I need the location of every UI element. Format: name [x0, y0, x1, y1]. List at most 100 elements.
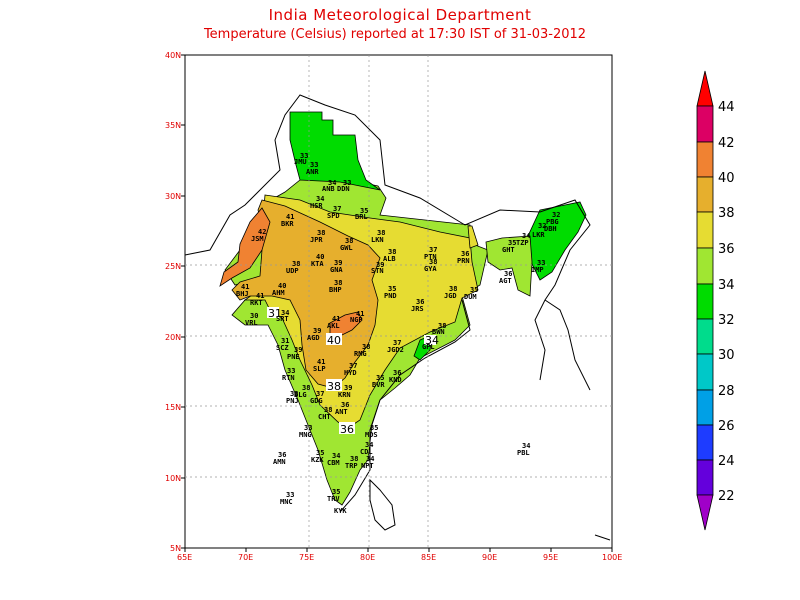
region-34-36-assam	[485, 235, 533, 297]
colorbar: 44 42 40 38 36 34 32 30 28 26 24 22	[696, 70, 735, 531]
svg-text:80E: 80E	[360, 553, 375, 562]
svg-text:95E: 95E	[543, 553, 558, 562]
svg-text:35: 35	[316, 449, 324, 457]
svg-text:34: 34	[332, 452, 340, 460]
region-32-34-north	[289, 111, 381, 191]
svg-text:BKR: BKR	[281, 220, 294, 228]
svg-text:40: 40	[718, 171, 735, 186]
svg-text:TRP: TRP	[345, 462, 358, 470]
svg-text:39: 39	[294, 346, 302, 354]
contour-labels: 31 40 38 36 34	[267, 307, 439, 436]
svg-text:BLG: BLG	[294, 391, 307, 399]
svg-text:34: 34	[366, 455, 374, 463]
svg-text:35: 35	[370, 424, 378, 432]
svg-text:HYD: HYD	[344, 369, 357, 377]
svg-text:30: 30	[250, 312, 258, 320]
svg-text:90E: 90E	[482, 553, 497, 562]
chart-subtitle: Temperature (Celsius) reported at 17:30 …	[203, 27, 587, 42]
svg-text:32: 32	[538, 222, 546, 230]
svg-text:15N: 15N	[165, 403, 181, 412]
svg-text:34: 34	[718, 278, 735, 293]
svg-text:32: 32	[552, 211, 560, 219]
svg-text:ALB: ALB	[383, 255, 396, 263]
svg-text:JPR: JPR	[310, 236, 323, 244]
svg-text:33: 33	[300, 152, 308, 160]
svg-text:38: 38	[350, 455, 358, 463]
svg-text:VRL: VRL	[245, 319, 258, 327]
svg-text:JRS: JRS	[411, 305, 424, 313]
svg-text:41: 41	[256, 292, 264, 300]
svg-text:5N: 5N	[170, 544, 181, 553]
svg-text:AMN: AMN	[273, 458, 286, 466]
svg-text:GDG: GDG	[310, 397, 323, 405]
svg-text:34: 34	[425, 334, 439, 347]
svg-text:39: 39	[376, 261, 384, 269]
svg-text:26: 26	[718, 419, 735, 434]
svg-text:39: 39	[313, 327, 321, 335]
svg-text:PBL: PBL	[517, 449, 530, 457]
svg-text:37: 37	[316, 390, 324, 398]
svg-text:38: 38	[438, 322, 446, 330]
svg-text:42: 42	[258, 228, 266, 236]
coastline-myanmar	[544, 299, 611, 541]
grid-lines	[185, 55, 612, 548]
svg-text:SRT: SRT	[276, 315, 289, 323]
svg-text:24: 24	[718, 454, 735, 469]
svg-text:34: 34	[316, 195, 324, 203]
svg-text:SCZ: SCZ	[276, 344, 289, 352]
svg-text:35: 35	[332, 488, 340, 496]
svg-text:STN: STN	[371, 267, 384, 275]
svg-text:AKL: AKL	[327, 322, 340, 330]
svg-text:36: 36	[340, 423, 354, 436]
colorbar-max-arrow	[696, 70, 714, 107]
station-LKR: LKR	[532, 231, 545, 239]
svg-text:PTN: PTN	[424, 253, 437, 261]
svg-text:38: 38	[324, 406, 332, 414]
svg-text:KRN: KRN	[338, 391, 351, 399]
svg-text:RTN: RTN	[282, 374, 295, 382]
svg-text:33: 33	[310, 161, 318, 169]
svg-text:RMG: RMG	[354, 350, 367, 358]
svg-text:40: 40	[327, 334, 341, 347]
